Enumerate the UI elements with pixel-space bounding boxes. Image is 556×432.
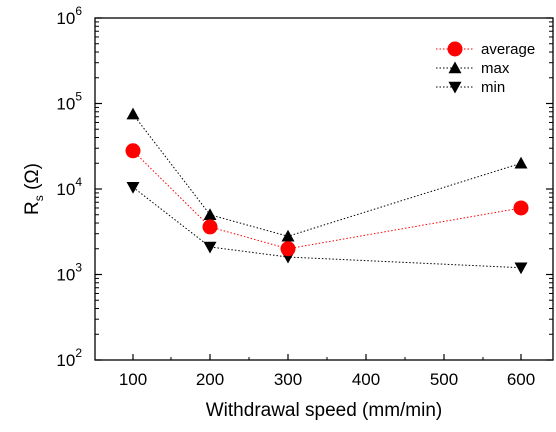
data-point-average bbox=[202, 219, 218, 235]
data-point-max bbox=[126, 107, 140, 120]
data-point-max bbox=[281, 229, 295, 242]
y-tick-label: 103 bbox=[56, 261, 82, 285]
x-tick-label: 600 bbox=[507, 370, 535, 389]
data-point-min bbox=[514, 262, 528, 275]
data-point-average bbox=[125, 143, 141, 159]
y-axis-title-base: R bbox=[22, 201, 43, 215]
y-tick-label: 105 bbox=[56, 90, 82, 114]
series-line-max bbox=[132, 113, 522, 237]
series-layer bbox=[125, 107, 529, 275]
legend-item-max: max bbox=[436, 60, 510, 77]
legend-swatch-marker bbox=[447, 41, 463, 57]
legend-swatch-marker bbox=[448, 61, 462, 74]
legend-label: max bbox=[481, 60, 510, 77]
series-max bbox=[126, 107, 528, 242]
y-axis-title: Rs (Ω) bbox=[22, 163, 46, 215]
y-axis-title-unit: (Ω) bbox=[22, 163, 43, 195]
data-point-min bbox=[203, 241, 217, 254]
series-average bbox=[125, 143, 529, 257]
legend-item-min: min bbox=[436, 79, 505, 96]
y-axis: 102 103 104 105 106 bbox=[56, 4, 553, 370]
x-tick-label: 200 bbox=[196, 370, 224, 389]
y-tick-label: 102 bbox=[56, 346, 82, 370]
y-tick-label: 106 bbox=[56, 4, 82, 28]
legend-label: min bbox=[481, 79, 505, 96]
legend: average max min bbox=[436, 41, 535, 96]
x-tick-label: 100 bbox=[119, 370, 147, 389]
data-point-min bbox=[126, 181, 140, 194]
x-tick-label: 400 bbox=[352, 370, 380, 389]
data-point-average bbox=[513, 200, 529, 216]
legend-swatch-marker bbox=[448, 81, 462, 94]
svg-text:Rs (Ω): Rs (Ω) bbox=[22, 163, 46, 215]
x-tick-label: 300 bbox=[274, 370, 302, 389]
data-point-average bbox=[280, 241, 296, 257]
x-axis-title: Withdrawal speed (mm/min) bbox=[206, 400, 443, 421]
series-line-average bbox=[132, 150, 522, 250]
x-axis: 100 200 300 400 500 600 bbox=[119, 354, 535, 389]
y-axis-title-subscript: s bbox=[32, 195, 46, 201]
data-point-max bbox=[514, 156, 528, 169]
y-tick-label: 104 bbox=[56, 175, 82, 199]
x-tick-label: 500 bbox=[430, 370, 458, 389]
series-line-min bbox=[132, 186, 522, 269]
legend-label: average bbox=[481, 41, 535, 58]
series-min bbox=[126, 181, 528, 275]
data-point-max bbox=[203, 208, 217, 220]
legend-item-average: average bbox=[436, 41, 535, 58]
